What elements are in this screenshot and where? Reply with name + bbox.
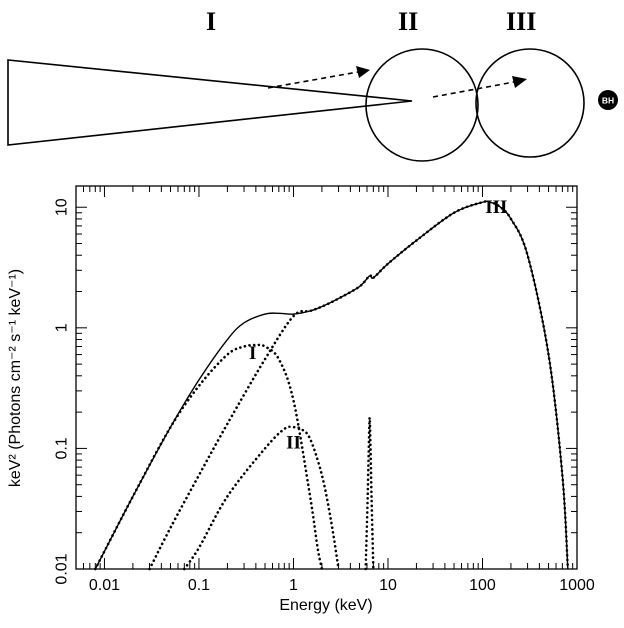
axis-ticks [75, 186, 578, 570]
series-line-3 [148, 199, 570, 571]
photon-arrow-2 [432, 81, 515, 98]
y-tick-label: 1 [54, 323, 71, 332]
corona-region-ii [365, 48, 479, 162]
x-tick-label: 1 [289, 577, 298, 594]
photon-arrow-1 [267, 71, 359, 89]
black-hole-icon [598, 90, 618, 110]
series-line-2 [183, 425, 340, 571]
y-tick-label: 0.1 [54, 437, 71, 459]
region-label-i: I [206, 7, 216, 36]
x-tick-label: 10 [379, 577, 397, 594]
plot-frame [75, 185, 578, 570]
curve-label-iii: III [485, 197, 507, 218]
arrowhead-1 [356, 66, 370, 78]
y-tick-label: 0.01 [54, 553, 71, 584]
corona-region-iii [475, 48, 585, 158]
series-line-1 [93, 343, 324, 571]
region-label-ii: II [398, 7, 418, 36]
x-tick-label: 1000 [559, 577, 595, 594]
x-axis-title: Energy (keV) [279, 597, 372, 614]
curve-label-ii: II [286, 432, 301, 453]
x-tick-label: 100 [469, 577, 496, 594]
tick-labels: 0.01 0.1 1 10 100 1000 0.01 0.1 1 10 [54, 198, 595, 594]
series-line-0 [94, 200, 569, 570]
black-hole-label: BH [602, 96, 614, 106]
curve-label-i: I [249, 343, 256, 364]
series-line-4 [364, 416, 375, 571]
x-tick-label: 0.01 [89, 577, 120, 594]
geometry-schematic: I II III BH [7, 7, 618, 162]
region-label-iii: III [506, 7, 536, 36]
y-axis-title: keV² (Photons cm⁻² s⁻¹ keV⁻¹) [7, 269, 24, 487]
y-tick-label: 10 [54, 198, 71, 216]
arrowhead-2 [512, 76, 527, 88]
chart-series [93, 199, 570, 571]
disk-wedge [7, 59, 413, 146]
x-tick-label: 0.1 [188, 577, 210, 594]
